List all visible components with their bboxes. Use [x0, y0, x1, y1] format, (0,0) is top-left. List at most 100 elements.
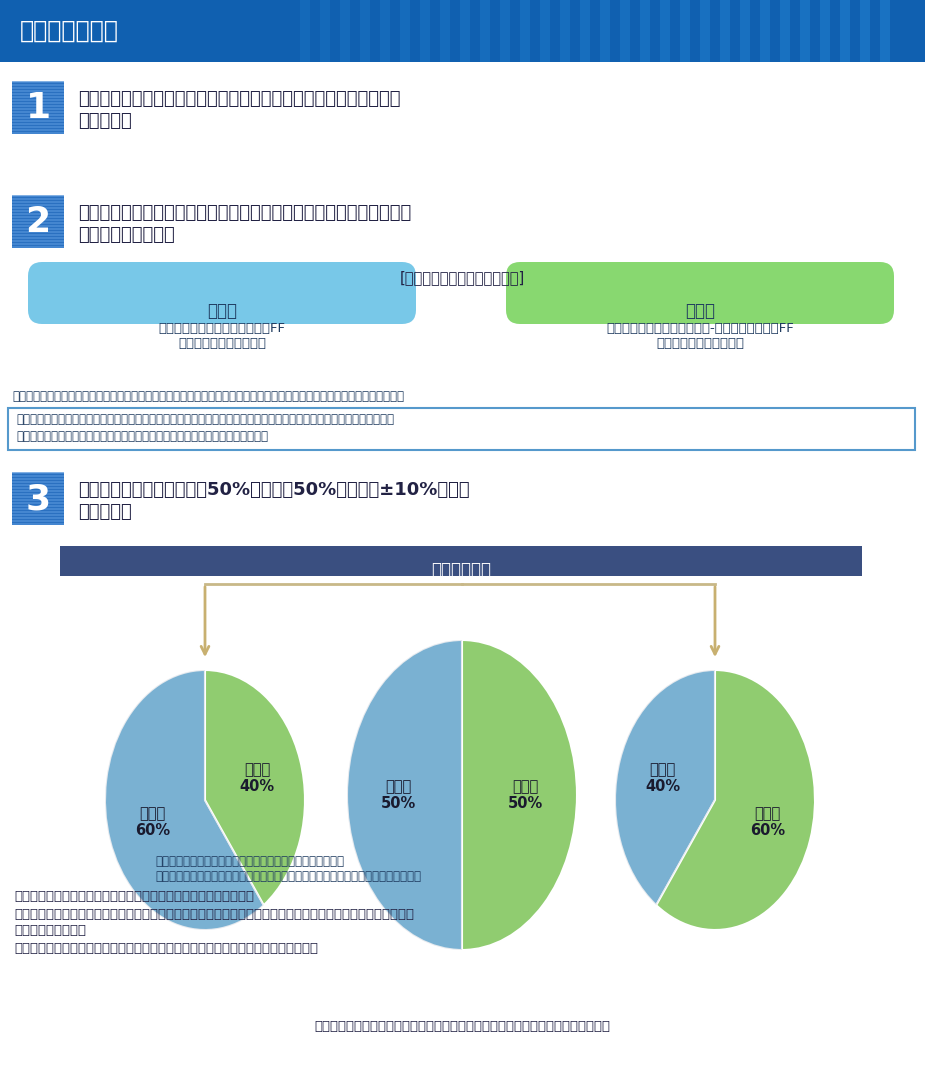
Text: [投資対象とする投資信託証券]: [投資対象とする投資信託証券]: [400, 270, 524, 285]
Text: 資金動向、市況動向等によっては、上記のような運用ができない場合があります。: 資金動向、市況動向等によっては、上記のような運用ができない場合があります。: [314, 1020, 610, 1033]
Bar: [12, 496, 64, 498]
Bar: [12, 481, 64, 483]
Bar: [12, 231, 64, 233]
Bar: [12, 81, 64, 83]
Bar: [12, 196, 64, 247]
Bar: [12, 87, 64, 89]
Bar: [740, 0, 750, 62]
Bar: [12, 99, 64, 101]
Bar: [620, 0, 630, 62]
Text: 2: 2: [26, 206, 51, 239]
Text: とします。: とします。: [78, 502, 131, 521]
Wedge shape: [347, 640, 462, 950]
Bar: [400, 0, 410, 62]
Wedge shape: [105, 670, 264, 930]
Text: スパークス・厳選投資ファンドFF
（適格機関投資家専用）: スパークス・厳選投資ファンドFF （適格機関投資家専用）: [158, 322, 286, 350]
Bar: [12, 499, 64, 501]
Bar: [12, 516, 64, 519]
Bar: [12, 105, 64, 107]
Bar: [12, 96, 64, 98]
Bar: [580, 0, 590, 62]
Bar: [700, 0, 710, 62]
Bar: [840, 0, 850, 62]
Wedge shape: [615, 670, 715, 905]
Text: ・経済環境の変化等が見込まれた場合には、基本投資割合を見直す場合があります。: ・経済環境の変化等が見込まれた場合には、基本投資割合を見直す場合があります。: [14, 942, 318, 955]
Bar: [12, 490, 64, 492]
Bar: [12, 505, 64, 507]
Text: ・市況変動等により想定する配分比率から大きく乖離した場合は、適時、基本投資割合に準じた構成比率に戻す: ・市況変動等により想定する配分比率から大きく乖離した場合は、適時、基本投資割合に…: [14, 908, 414, 921]
Bar: [12, 126, 64, 128]
Text: 国内の株式を実質的な投資対象とする投資信託証券を主要投資対象: 国内の株式を実質的な投資対象とする投資信託証券を主要投資対象: [78, 90, 401, 108]
Wedge shape: [615, 670, 715, 905]
Bar: [12, 216, 64, 218]
FancyBboxPatch shape: [506, 261, 894, 324]
Bar: [12, 484, 64, 486]
Bar: [12, 198, 64, 200]
Bar: [820, 0, 830, 62]
Text: 実質基本投資割合は大型株50%、小型株50%を基本に±10%の範囲: 実質基本投資割合は大型株50%、小型株50%を基本に±10%の範囲: [78, 481, 470, 499]
Bar: [12, 237, 64, 239]
Wedge shape: [656, 670, 815, 930]
Bar: [12, 240, 64, 242]
Bar: [12, 475, 64, 477]
Bar: [500, 0, 510, 62]
Bar: [12, 228, 64, 230]
Bar: [12, 121, 64, 122]
Bar: [12, 220, 64, 221]
Bar: [12, 204, 64, 206]
Bar: [12, 102, 64, 104]
Bar: [760, 0, 770, 62]
Bar: [460, 0, 470, 62]
Text: 3: 3: [26, 482, 51, 516]
Bar: [360, 0, 370, 62]
Bar: [12, 210, 64, 212]
Bar: [12, 111, 64, 113]
Text: 大型株: 大型株: [207, 302, 237, 320]
Bar: [480, 0, 490, 62]
Bar: [60, 546, 862, 576]
Text: ・原則として３ヵ月に１回、基本投資割合へ戻す調整を行います。: ・原則として３ヵ月に１回、基本投資割合へ戻す調整を行います。: [14, 890, 254, 903]
Bar: [12, 473, 64, 525]
Wedge shape: [347, 640, 462, 950]
Bar: [540, 0, 550, 62]
Bar: [380, 0, 390, 62]
Bar: [800, 0, 810, 62]
Bar: [660, 0, 670, 62]
Bar: [12, 84, 64, 86]
Text: 大型株
50%: 大型株 50%: [381, 779, 416, 811]
Bar: [12, 207, 64, 209]
Bar: [12, 93, 64, 95]
Bar: [880, 0, 890, 62]
Bar: [0, 0, 925, 62]
Text: 小型株
40%: 小型株 40%: [240, 762, 275, 794]
Bar: [560, 0, 570, 62]
Bar: [12, 132, 64, 134]
Bar: [12, 108, 64, 110]
Bar: [12, 233, 64, 236]
Text: ＊急激な値動きがあった場合等には、基本投資割合と大きく異なる場合があります。: ＊急激な値動きがあった場合等には、基本投資割合と大きく異なる場合があります。: [155, 870, 421, 883]
Bar: [12, 511, 64, 513]
Bar: [420, 0, 430, 62]
Bar: [640, 0, 650, 62]
Bar: [300, 0, 310, 62]
Bar: [680, 0, 690, 62]
Text: 小型株
60%: 小型株 60%: [750, 806, 785, 838]
Bar: [12, 487, 64, 489]
Text: 大型株
40%: 大型株 40%: [645, 762, 680, 794]
FancyBboxPatch shape: [8, 408, 915, 450]
Text: 小型株: 小型株: [685, 302, 715, 320]
Text: 対象から外れたり、新たな投資信託証券を投資対象に追加する場合があります。: 対象から外れたり、新たな投資信託証券を投資対象に追加する場合があります。: [16, 430, 268, 443]
Bar: [12, 123, 64, 125]
Bar: [320, 0, 330, 62]
Bar: [720, 0, 730, 62]
Text: 基本投資割合: 基本投資割合: [431, 561, 491, 579]
Text: ＳＢＩ中小型成長株ファンド-ネクストジャパンFF
（適格機関投資家専用）: ＳＢＩ中小型成長株ファンド-ネクストジャパンFF （適格機関投資家専用）: [606, 322, 794, 350]
Bar: [340, 0, 350, 62]
FancyBboxPatch shape: [28, 261, 416, 324]
Bar: [12, 213, 64, 215]
Bar: [12, 478, 64, 480]
Text: ＊上図はイメージであり、実際とは異なる場合があります。: ＊上図はイメージであり、実際とは異なる場合があります。: [155, 855, 344, 868]
Bar: [12, 195, 64, 197]
Text: 小型株
50%: 小型株 50%: [508, 779, 543, 811]
Text: 1: 1: [26, 91, 51, 125]
